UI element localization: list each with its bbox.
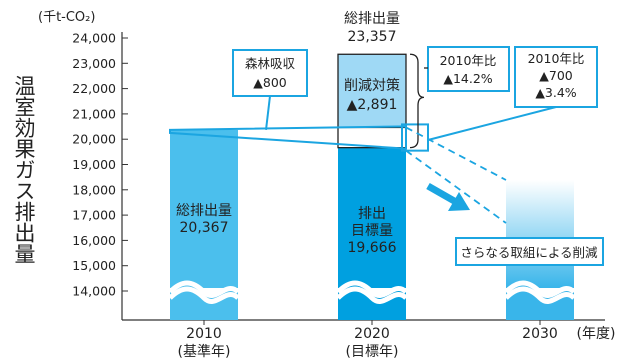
x-tick-label: 2030	[522, 326, 558, 342]
bar-2030	[506, 180, 574, 288]
total-label: 23,357	[348, 29, 397, 45]
x-axis-title: (年度)	[577, 326, 616, 342]
forest-leader	[266, 96, 270, 130]
reduction-arrow-shaft	[428, 186, 456, 202]
future-box-text: さらなる取組による削減	[460, 245, 598, 260]
x-tick-label: 2010	[186, 326, 222, 342]
y-axis-title: 温室効果ガス排出量	[12, 75, 36, 264]
x-axis: 2010(基準年) 2020 (目標年) 2030 (年度)	[178, 320, 616, 360]
reduction-label: 削減対策	[344, 77, 400, 94]
x-tick-sublabel: (目標年)	[346, 344, 399, 360]
bar-2020-label: 排出	[358, 206, 386, 222]
y-tick-label: 24,000	[72, 31, 116, 46]
y-tick-label: 18,000	[72, 182, 116, 197]
bars: 総排出量20,367排出目標量19,666削減対策▲2,891総排出量23,35…	[170, 11, 574, 320]
x-tick-sublabel: (基準年)	[178, 343, 231, 360]
vs2010-total-text: 2010年比	[440, 53, 497, 68]
projection-dash-top	[406, 127, 506, 180]
y-tick-label: 19,000	[72, 157, 116, 172]
total-label: 総排出量	[344, 11, 400, 27]
vs2010-total-text: ▲14.2%	[443, 71, 492, 86]
y-tick-label: 15,000	[72, 258, 116, 273]
bar-2010-label: 20,367	[180, 220, 229, 236]
y-tick-label: 22,000	[72, 81, 116, 96]
vs2010-forest-leader	[428, 107, 556, 140]
vs2010-forest-text: 2010年比	[528, 51, 585, 66]
y-tick-label: 23,000	[72, 56, 116, 71]
y-tick-label: 16,000	[72, 233, 116, 248]
bar-2010-label: 総排出量	[176, 203, 232, 219]
unit-label: (千t-CO₂)	[38, 10, 95, 25]
y-tick-label: 17,000	[72, 208, 116, 223]
forest-box-text: 森林吸収	[245, 56, 296, 71]
bar-2020-label: 目標量	[351, 223, 393, 239]
reduction-label: ▲2,891	[347, 97, 398, 113]
forest-box-text: ▲800	[253, 75, 287, 90]
x-tick-label: 2020	[354, 326, 390, 342]
projection-dash-bottom	[406, 151, 506, 223]
bar-2020-label: 19,666	[348, 240, 397, 256]
y-tick-label: 21,000	[72, 106, 116, 121]
vs2010-forest-text: ▲3.4%	[535, 85, 576, 100]
y-tick-label: 14,000	[72, 284, 116, 299]
y-tick-label: 20,000	[72, 132, 116, 147]
vs2010-forest-text: ▲700	[539, 68, 573, 83]
